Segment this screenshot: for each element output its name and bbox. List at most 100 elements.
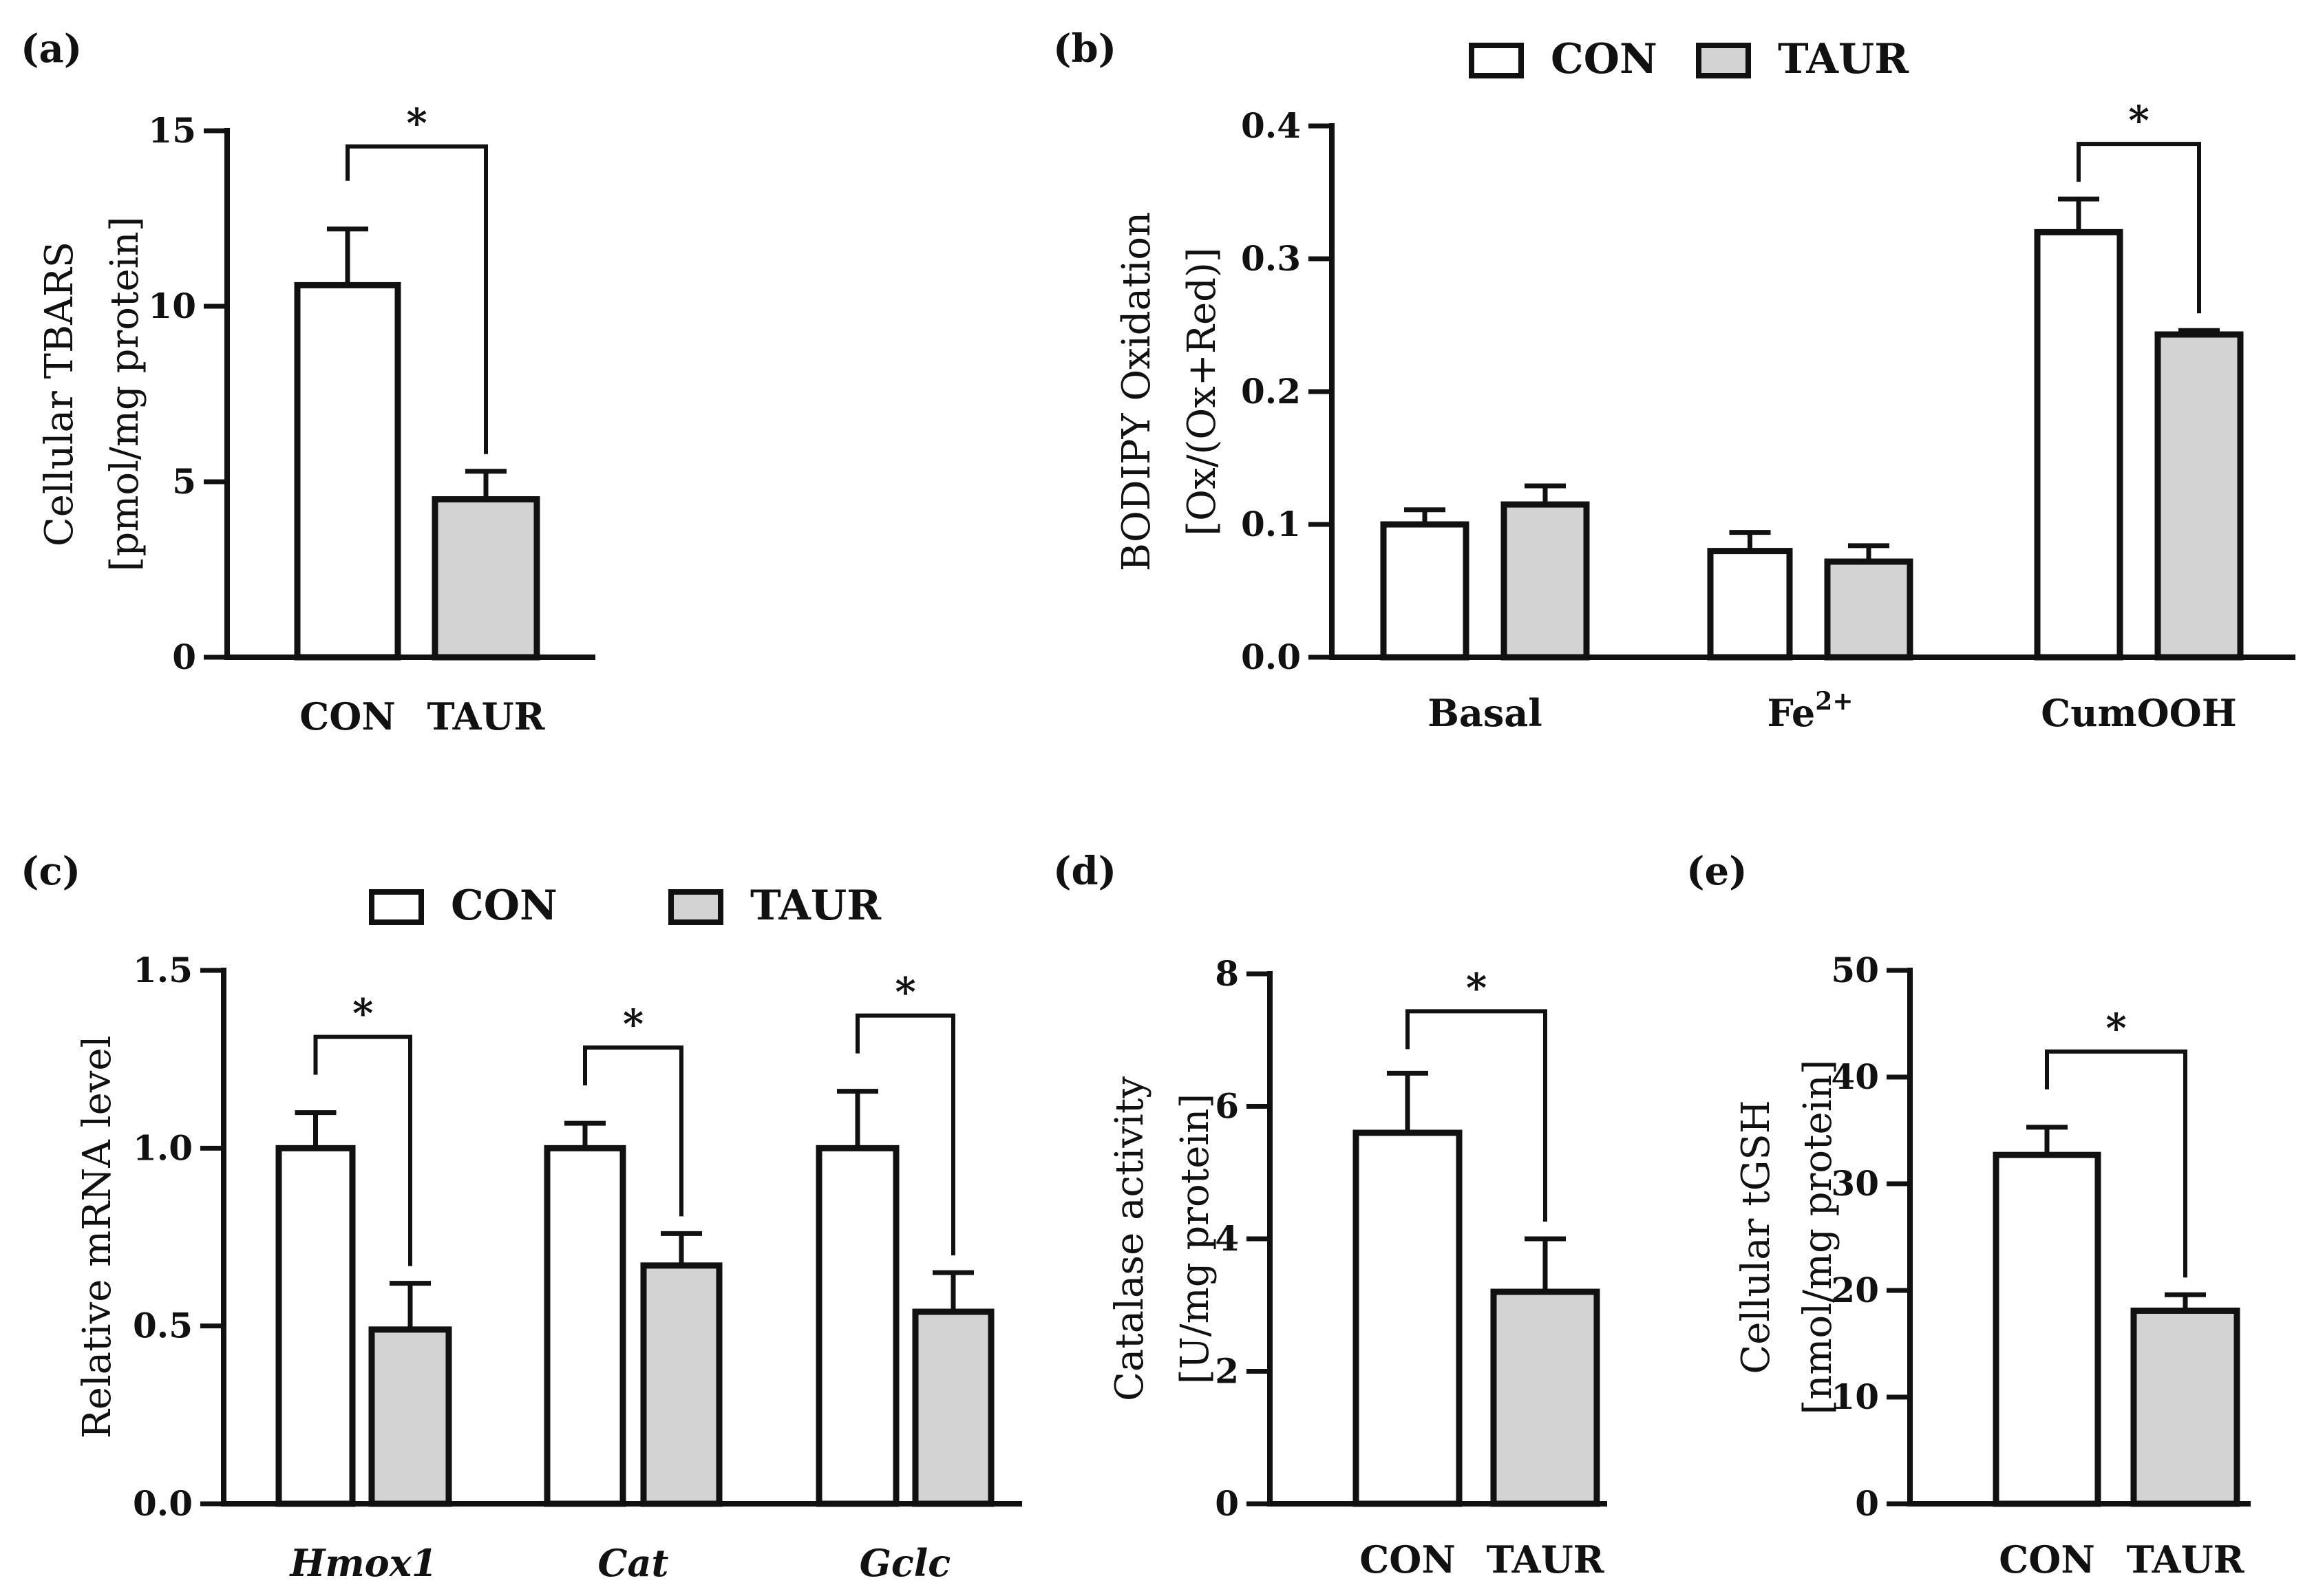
y-tick-label: 30 — [1831, 1163, 1879, 1204]
y-tick-label: 5 — [172, 461, 196, 502]
panel-a: (a) 0 5 10 15 Cellular TBARS [pmol/mg protein]… — [21, 26, 595, 738]
significance-star: * — [2105, 1005, 2126, 1052]
bar-con — [1707, 548, 1793, 661]
legend: CON TAUR — [369, 882, 882, 930]
legend-con-swatch — [1469, 43, 1524, 78]
legend: CON TAUR — [1469, 35, 1909, 83]
panel-label: (e) — [1686, 849, 1748, 894]
y-tick-label: 0.3 — [1241, 238, 1301, 279]
panel-label: (b) — [1053, 26, 1116, 72]
y-tick-label: 0.2 — [1241, 371, 1301, 412]
legend-taur-label: TAUR — [1778, 35, 1909, 83]
significance-bracket — [346, 144, 488, 454]
x-tick-label: CumOOH — [2041, 691, 2236, 735]
significance-bracket — [583, 1045, 683, 1217]
significance-bracket — [1405, 1009, 1547, 1222]
y-axis-label: [nmol/mg protein] — [1796, 1059, 1840, 1414]
y-tick-label: 40 — [1831, 1056, 1879, 1097]
y-axis-label: [Ox/(Ox+Red)] — [1180, 247, 1224, 535]
y-tick-label: 4 — [1215, 1218, 1239, 1259]
y-tick-label: 0.1 — [1241, 504, 1301, 544]
bar-taur — [1824, 558, 1913, 661]
significance-bracket — [313, 1034, 412, 1266]
significance-bracket — [2045, 1049, 2187, 1278]
y-tick-label: 0.0 — [1241, 637, 1301, 677]
bar-taur — [640, 1262, 723, 1507]
bar-con — [294, 281, 401, 661]
bar-con — [1993, 1151, 2101, 1507]
panel-b: (b) 0.0 0.1 0.2 0.3 0.4 BODIPY Oxidation [Ox/(O… — [1053, 26, 2295, 735]
panel-e: (e) 0 10 20 30 40 50 Cellular tGSH [nmol/mg prot… — [1686, 849, 2251, 1582]
x-tick-label: Basal — [1427, 691, 1542, 735]
bar-con — [2034, 228, 2123, 661]
x-tick-label: Cat — [598, 1541, 669, 1585]
legend-taur-swatch — [668, 889, 723, 925]
y-tick-label: 0 — [172, 637, 196, 677]
bar-con — [816, 1145, 900, 1507]
bar-con — [1380, 521, 1469, 661]
category-name: CumOOH — [2041, 691, 2236, 735]
significance-star: * — [406, 100, 427, 147]
y-tick-label: 20 — [1831, 1270, 1879, 1310]
legend-taur-swatch — [1696, 43, 1751, 78]
y-axis-label: BODIPY Oxidation — [1114, 212, 1159, 571]
x-tick-label: CON — [1999, 1538, 2094, 1582]
y-tick-label: 0 — [1215, 1483, 1239, 1524]
legend-con-label: CON — [1551, 35, 1657, 83]
significance-star: * — [895, 969, 915, 1016]
x-tick-label: Fe2+ — [1768, 687, 1854, 735]
bar-taur — [1500, 501, 1590, 661]
panel-c: (c) 0.0 0.5 1.0 1.5 Relative mRNA level Hmox1 C… — [21, 849, 1022, 1585]
panel-label: (a) — [21, 26, 82, 72]
bar-con — [275, 1145, 356, 1507]
y-tick-label: 8 — [1215, 953, 1239, 994]
significance-star: * — [1466, 964, 1487, 1011]
significance-star: * — [352, 990, 373, 1037]
panel-label: (c) — [21, 849, 81, 894]
legend-con-label: CON — [451, 882, 558, 930]
significance-star: * — [623, 1001, 644, 1047]
panel-d: (d) 0 2 4 6 8 Catalase activity [U/mg protein] C… — [1053, 849, 1607, 1582]
significance-bracket — [856, 1013, 955, 1256]
x-tick-label: TAUR — [2126, 1538, 2244, 1582]
y-tick-label: 1.5 — [133, 950, 193, 990]
legend-con-swatch — [369, 889, 424, 925]
significance-star: * — [2128, 97, 2149, 144]
y-tick-label: 2 — [1215, 1351, 1239, 1392]
y-tick-label: 0.4 — [1241, 105, 1301, 146]
x-tick-label: TAUR — [1486, 1538, 1604, 1582]
y-tick-label: 0.5 — [133, 1306, 193, 1346]
y-tick-label: 10 — [148, 286, 196, 326]
x-tick-label: CON — [1359, 1538, 1455, 1582]
bar-con — [544, 1145, 626, 1507]
bar-taur — [368, 1326, 452, 1507]
legend-taur-label: TAUR — [750, 882, 882, 930]
bar-taur — [2154, 331, 2244, 661]
x-tick-label: TAUR — [427, 694, 545, 738]
panel-label: (d) — [1053, 849, 1116, 894]
y-axis-label: [U/mg protein] — [1173, 1094, 1218, 1384]
y-axis-label: Cellular TBARS — [37, 242, 82, 546]
bar-con — [1352, 1129, 1463, 1507]
y-tick-label: 6 — [1215, 1086, 1239, 1127]
category-name: Gclc — [860, 1541, 951, 1585]
category-superscript: 2+ — [1815, 687, 1853, 716]
y-tick-label: 1.0 — [133, 1127, 193, 1168]
category-name: Basal — [1427, 691, 1542, 735]
x-tick-label: CON — [299, 694, 395, 738]
y-tick-label: 15 — [148, 110, 196, 151]
y-tick-label: 0.0 — [133, 1483, 193, 1524]
y-axis-label: [pmol/mg protein] — [103, 217, 147, 572]
category-name: Hmox1 — [289, 1541, 438, 1585]
y-tick-label: 50 — [1831, 950, 1879, 990]
bar-taur — [2130, 1307, 2240, 1507]
bar-taur — [432, 496, 540, 661]
y-axis-label: Catalase activity — [1107, 1076, 1152, 1401]
y-axis-label: Relative mRNA level — [75, 1036, 120, 1439]
category-name: Fe — [1768, 691, 1816, 735]
x-tick-label: Gclc — [860, 1541, 951, 1585]
bar-taur — [1490, 1288, 1600, 1507]
category-name: Cat — [598, 1541, 669, 1585]
x-tick-label: Hmox1 — [289, 1541, 438, 1585]
